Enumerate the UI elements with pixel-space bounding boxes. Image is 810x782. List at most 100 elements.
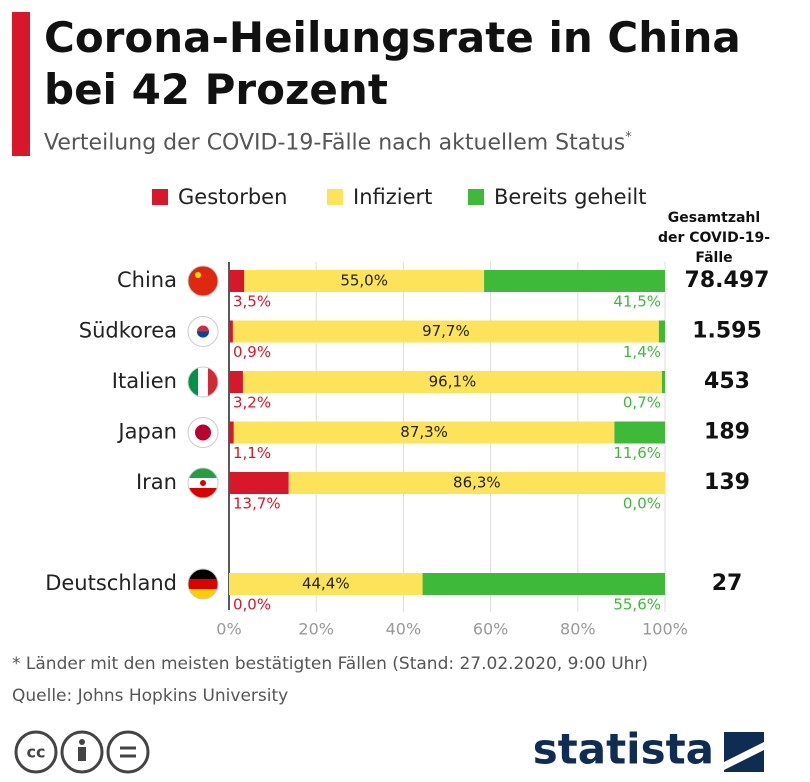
flag-part: [188, 367, 198, 397]
bar-segment: [229, 320, 233, 343]
y-tick-label: Italien: [112, 369, 177, 393]
value-label: 0,0%: [233, 596, 271, 614]
legend-label: Bereits geheilt: [494, 185, 647, 209]
flag-border: [187, 366, 219, 398]
flag-body: [188, 266, 218, 296]
flag-part: [197, 331, 210, 338]
value-label: 0,7%: [623, 394, 661, 412]
value-label: 97,7%: [422, 322, 470, 340]
source: Quelle: Johns Hopkins University: [12, 686, 289, 706]
flag-part: [188, 589, 218, 599]
legend-label: Gestorben: [178, 185, 287, 209]
x-tick-label: 100%: [642, 620, 688, 639]
y-tick-label: Japan: [116, 420, 177, 444]
x-tick-label: 60%: [473, 620, 509, 639]
legend-swatch: [327, 189, 343, 205]
subtitle: Verteilung der COVID-19-Fälle nach aktue…: [44, 130, 632, 155]
flag-border: [187, 417, 219, 448]
flag: [187, 316, 219, 347]
bar-segment: [288, 472, 665, 494]
bar-segment: [422, 573, 665, 595]
flag: [187, 417, 219, 448]
value-label: 1,4%: [623, 343, 661, 361]
legend-swatch: [468, 189, 484, 205]
bar-segment: [229, 472, 289, 494]
bar-segment: [244, 270, 485, 292]
flag-body: [188, 468, 218, 498]
flag-part: [188, 579, 218, 589]
flag-border: [187, 316, 219, 347]
flag: [187, 568, 219, 600]
flag-body: [188, 316, 218, 347]
value-label: 13,7%: [233, 495, 281, 513]
y-tick-label: Iran: [136, 470, 177, 494]
bar-segment: [233, 421, 615, 444]
value-label: 0,9%: [233, 343, 271, 361]
bar-segment: [661, 371, 665, 393]
flag-part: [188, 569, 218, 579]
y-tick-label: China: [117, 268, 177, 292]
legend-label: Infiziert: [353, 185, 432, 209]
total-label: 27: [712, 571, 743, 596]
value-label: 3,5%: [233, 293, 271, 311]
value-label: 86,3%: [453, 474, 501, 492]
totals-header: Gesamtzahl der COVID-19-Fälle: [657, 210, 771, 266]
value-label: 87,3%: [400, 423, 448, 441]
x-tick-label: 20%: [298, 620, 334, 639]
svg-text:cc: cc: [27, 743, 46, 762]
x-tick-label: 40%: [386, 620, 422, 639]
subtitle-text: Verteilung der COVID-19-Fälle nach aktue…: [44, 130, 626, 156]
flag-part: [188, 266, 218, 296]
flag-border: [187, 265, 219, 297]
bar-segment: [658, 320, 665, 343]
flag: [187, 467, 219, 499]
accent-bar: [12, 12, 30, 156]
bar-segment: [614, 421, 665, 444]
flag-border: [187, 467, 219, 499]
flag: [187, 366, 219, 398]
value-label: 55,6%: [613, 596, 661, 614]
total-label: 189: [704, 420, 750, 445]
value-label: 55,0%: [340, 272, 388, 290]
legend-swatch: [152, 189, 168, 205]
bar-segment: [232, 320, 659, 343]
flag-part: [188, 488, 218, 498]
value-label: 44,4%: [302, 575, 350, 593]
flag-part: [198, 367, 208, 397]
value-label: 41,5%: [613, 293, 661, 311]
value-label: 0,0%: [623, 495, 661, 513]
total-label: 78.497: [685, 268, 770, 293]
title: Corona-Heilungsrate in China bei 42 Proz…: [44, 13, 741, 114]
flag-body: [188, 417, 218, 448]
flag-body: [188, 569, 218, 599]
license-icons: cc: [14, 730, 150, 774]
flag-part: [188, 468, 218, 478]
brand: statista: [533, 725, 714, 774]
x-tick-label: 80%: [560, 620, 596, 639]
flag-part: [200, 480, 206, 486]
bar-segment: [484, 270, 665, 292]
bar-segment: [229, 421, 234, 444]
flag-part: [208, 367, 218, 397]
x-tick-label: 0%: [216, 620, 241, 639]
total-label: 139: [704, 470, 750, 495]
flag: [187, 265, 219, 297]
value-label: 3,2%: [233, 394, 271, 412]
value-label: 11,6%: [613, 444, 661, 462]
flag-body: [188, 367, 218, 397]
brand-icon: [724, 732, 764, 772]
y-tick-label: Südkorea: [79, 319, 177, 343]
flag-border: [187, 568, 219, 600]
bar-segment: [229, 371, 243, 393]
total-label: 1.595: [692, 319, 762, 344]
total-label: 453: [704, 369, 750, 394]
bar-segment: [229, 270, 245, 292]
bar-segment: [242, 371, 662, 393]
value-label: 96,1%: [429, 373, 477, 391]
y-tick-label: Deutschland: [45, 571, 177, 595]
flag-star: [195, 272, 201, 278]
subtitle-marker: *: [625, 130, 632, 145]
bar-segment: [229, 573, 423, 595]
